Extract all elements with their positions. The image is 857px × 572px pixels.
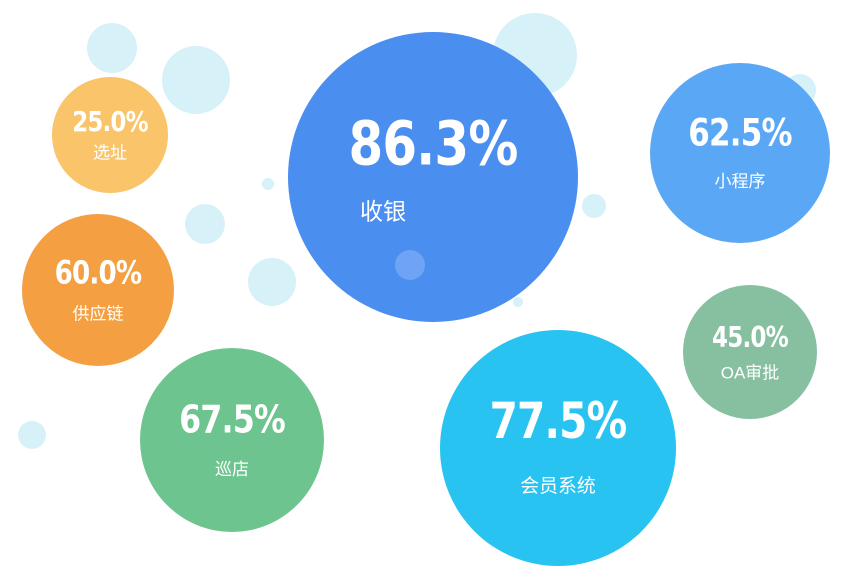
deco-bubble [513, 297, 523, 307]
bubble [140, 348, 324, 532]
bubble [22, 214, 174, 366]
category-label: 巡店 [215, 460, 249, 479]
bubble-group: 60.0% 供应链 [22, 214, 174, 366]
bubble [52, 77, 168, 193]
deco-bubble [87, 23, 137, 73]
value-label: 45.0% [712, 322, 788, 355]
bubble-group: 86.3% 收银 [288, 32, 578, 322]
deco-bubble [248, 258, 296, 306]
bubble [288, 32, 578, 322]
bubble-group: 25.0% 选址 [52, 77, 168, 193]
deco-bubble [262, 178, 274, 190]
value-label: 62.5% [688, 111, 792, 155]
bubble [440, 330, 676, 566]
bubble-group: 67.5% 巡店 [140, 348, 324, 532]
bubble-group: 45.0% OA审批 [683, 285, 817, 419]
category-label: 选址 [93, 144, 127, 163]
category-label: 收银 [360, 198, 406, 224]
value-label: 67.5% [179, 398, 285, 443]
deco-bubble [162, 46, 230, 114]
bubble [683, 285, 817, 419]
category-label: 小程序 [715, 172, 766, 191]
value-label: 25.0% [72, 106, 148, 139]
category-label: 会员系统 [520, 475, 596, 496]
category-label: OA审批 [721, 364, 780, 383]
deco-bubble [185, 204, 225, 244]
value-label: 86.3% [348, 109, 517, 180]
deco-bubble [582, 194, 606, 218]
value-label: 77.5% [490, 392, 627, 450]
deco-bubble [18, 421, 46, 449]
deco-bubble [395, 250, 425, 280]
bubble-group: 62.5% 小程序 [650, 63, 830, 243]
bubble-group: 77.5% 会员系统 [440, 330, 676, 566]
bubble [650, 63, 830, 243]
category-label: 供应链 [73, 305, 124, 324]
value-label: 60.0% [55, 254, 142, 291]
